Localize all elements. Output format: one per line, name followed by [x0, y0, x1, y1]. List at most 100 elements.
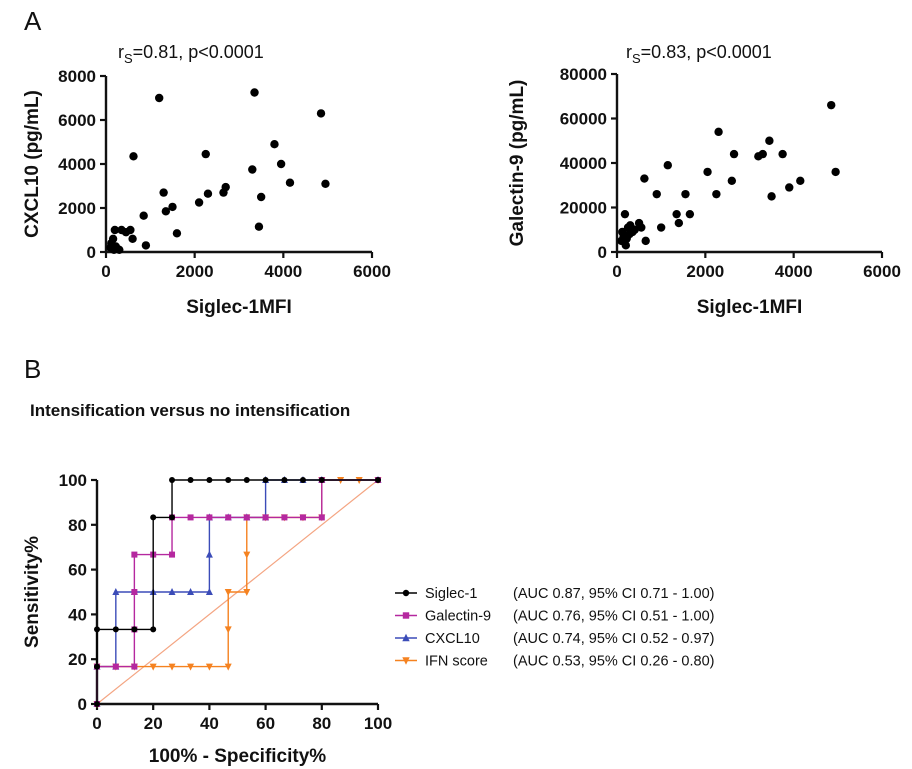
roc-point: [131, 551, 138, 558]
roc-point: [243, 477, 250, 483]
roc-point: [318, 477, 325, 483]
y-tick-label: 40000: [560, 154, 607, 173]
roc-point: [150, 514, 157, 521]
y-tick-label: 40: [68, 605, 87, 624]
roc-point: [299, 514, 306, 521]
roc-point: [225, 477, 232, 483]
data-point: [159, 188, 168, 197]
data-point: [663, 161, 672, 170]
x-tick-label: 20: [144, 714, 163, 733]
data-point: [155, 93, 164, 103]
roc-point: [205, 588, 213, 595]
roc-point: [187, 477, 194, 483]
data-point: [767, 192, 776, 201]
legend-swatch-marker: [402, 657, 410, 665]
data-point: [128, 234, 137, 243]
roc-point: [243, 514, 250, 521]
y-tick-label: 2000: [58, 199, 96, 218]
data-point: [129, 152, 138, 161]
data-point: [727, 176, 737, 185]
roc-point: [168, 663, 176, 671]
data-point: [172, 229, 182, 238]
roc-chart: Intensification versus no intensificatio…: [22, 401, 392, 767]
x-axis-title: Siglec-1MFI: [186, 297, 292, 318]
roc-point: [205, 550, 213, 558]
roc-curve-line: [96, 479, 378, 704]
x-tick-label: 6000: [863, 262, 901, 281]
x-tick-label: 2000: [686, 262, 724, 281]
data-point: [201, 149, 210, 159]
data-point: [321, 179, 330, 188]
y-axis-title: CXCL10 (pg/mL): [22, 90, 43, 238]
y-tick-label: 80000: [560, 65, 607, 84]
data-point: [276, 159, 286, 169]
galectin-scatter-chart: 0 2000 4000 6000020000400006000080000Siglec…: [507, 42, 901, 318]
roc-point: [224, 626, 232, 634]
data-point: [221, 182, 230, 192]
x-tick-label: 0: [612, 262, 621, 281]
data-point: [641, 236, 650, 246]
data-point: [796, 176, 805, 185]
data-point: [630, 225, 639, 234]
legend-series-auc: (AUC 0.53, 95% CI 0.26 - 0.80): [513, 654, 715, 670]
legend-series-auc: (AUC 0.76, 95% CI 0.51 - 1.00): [513, 609, 715, 625]
roc-point: [94, 663, 100, 670]
roc-point: [187, 663, 195, 671]
x-tick-label: 0: [92, 714, 101, 733]
legend-swatch-marker: [402, 633, 410, 642]
roc-point: [94, 701, 100, 707]
data-point: [681, 189, 690, 199]
roc-point: [131, 663, 138, 670]
x-tick-label: 60: [256, 714, 275, 733]
x-tick-label: 0: [101, 262, 110, 281]
roc-point: [281, 514, 288, 521]
data-point: [831, 167, 840, 177]
y-tick-label: 0: [78, 695, 87, 714]
roc-legend: Siglec-1 (AUC 0.87, 95% CI 0.71 - 1.00) Ga…: [395, 586, 715, 670]
y-tick-label: 20: [68, 650, 87, 669]
roc-point: [318, 514, 325, 521]
data-point: [621, 241, 631, 250]
roc-point: [262, 514, 269, 521]
y-tick-label: 80: [68, 516, 87, 535]
y-tick-label: 0: [87, 243, 96, 262]
roc-point: [112, 663, 119, 670]
data-point: [141, 241, 151, 250]
roc-point: [149, 663, 157, 671]
data-point: [729, 149, 739, 159]
roc-point: [168, 588, 176, 595]
data-point: [250, 88, 259, 97]
roc-chart-title: Intensification versus no intensificatio…: [30, 401, 350, 420]
roc-point: [169, 551, 176, 558]
roc-point: [224, 589, 232, 596]
data-point: [110, 225, 120, 235]
legend-series-name: Galectin-9: [425, 609, 491, 625]
roc-point: [187, 588, 195, 595]
roc-point: [225, 514, 232, 521]
data-point: [203, 189, 213, 198]
roc-point: [375, 477, 381, 483]
legend-series-auc: (AUC 0.74, 95% CI 0.52 - 0.97): [513, 631, 715, 647]
x-tick-label: 4000: [775, 262, 813, 281]
data-point: [778, 149, 787, 159]
x-tick-label: 100: [364, 714, 392, 733]
data-point: [161, 207, 171, 216]
x-tick-label: 6000: [353, 262, 391, 281]
data-point: [316, 109, 326, 118]
roc-point: [112, 588, 120, 595]
data-point: [674, 218, 684, 228]
roc-point: [112, 626, 119, 633]
y-axis-title: Galectin-9 (pg/mL): [507, 80, 528, 247]
legend-swatch-marker: [402, 589, 410, 597]
roc-point: [205, 663, 213, 671]
data-point: [652, 189, 661, 199]
roc-point: [169, 477, 176, 483]
data-point: [765, 136, 774, 145]
legend-series-auc: (AUC 0.87, 95% CI 0.71 - 1.00): [513, 586, 715, 602]
roc-point: [131, 626, 138, 633]
data-point: [254, 222, 264, 231]
roc-point: [281, 477, 288, 483]
panel-letter-a: A: [24, 6, 42, 36]
roc-point: [94, 626, 100, 633]
